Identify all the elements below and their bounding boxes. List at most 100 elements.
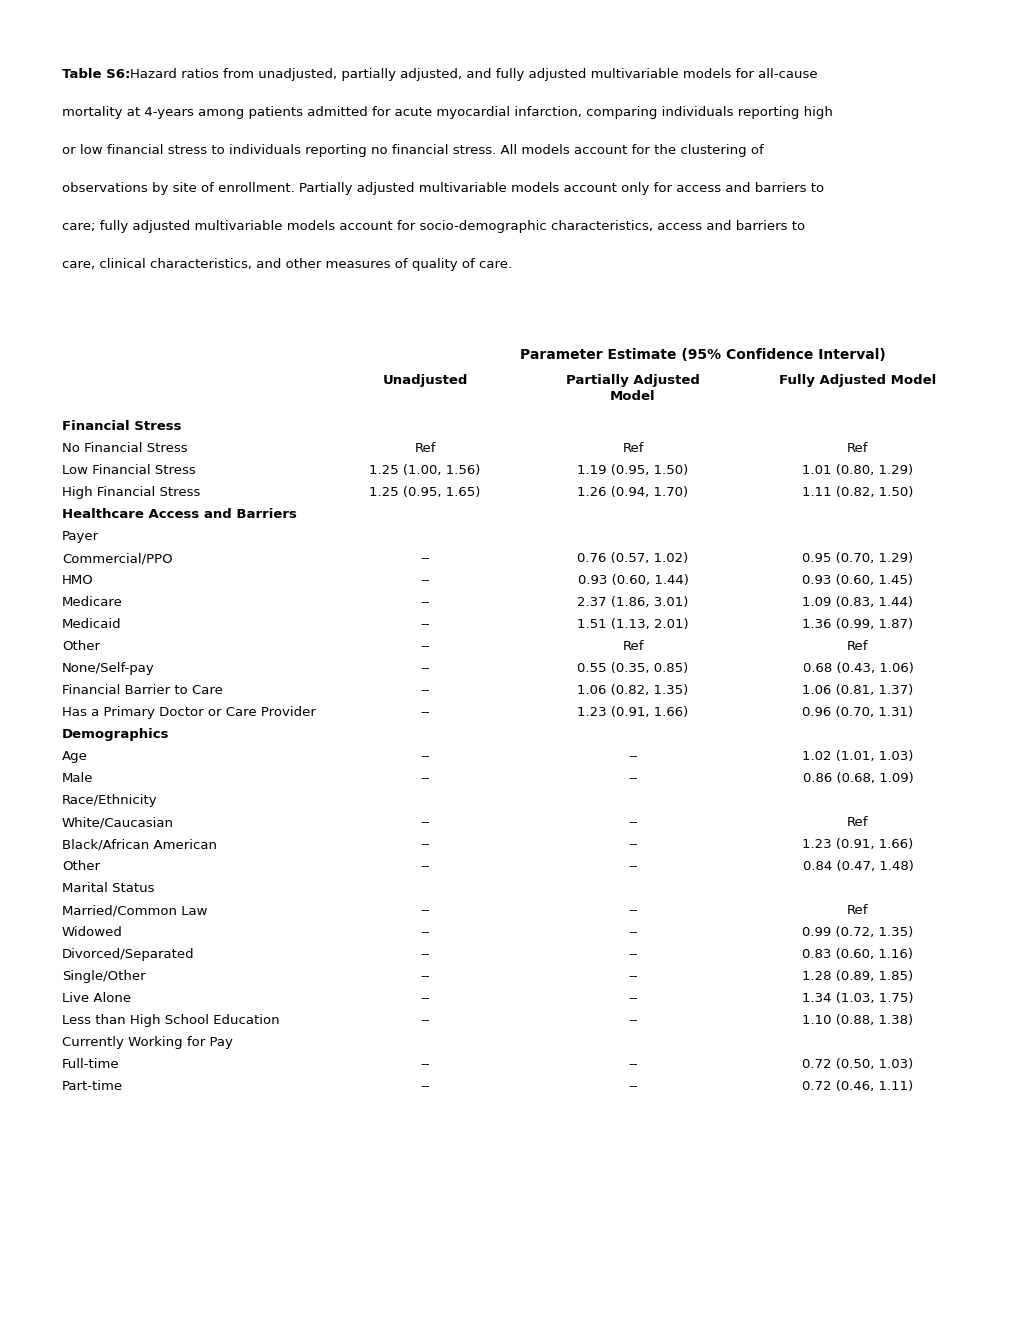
Text: --: -- <box>628 927 637 939</box>
Text: None/Self-pay: None/Self-pay <box>62 663 155 675</box>
Text: --: -- <box>420 640 429 653</box>
Text: 1.36 (0.99, 1.87): 1.36 (0.99, 1.87) <box>802 618 913 631</box>
Text: mortality at 4-years among patients admitted for acute myocardial infarction, co: mortality at 4-years among patients admi… <box>62 106 833 119</box>
Text: 0.84 (0.47, 1.48): 0.84 (0.47, 1.48) <box>802 861 913 873</box>
Text: Healthcare Access and Barriers: Healthcare Access and Barriers <box>62 508 297 521</box>
Text: Ref: Ref <box>622 442 643 455</box>
Text: --: -- <box>628 970 637 983</box>
Text: --: -- <box>420 838 429 851</box>
Text: Ref: Ref <box>622 640 643 653</box>
Text: --: -- <box>420 772 429 785</box>
Text: care; fully adjusted multivariable models account for socio-demographic characte: care; fully adjusted multivariable model… <box>62 220 804 234</box>
Text: Part-time: Part-time <box>62 1080 123 1093</box>
Text: Financial Stress: Financial Stress <box>62 420 181 433</box>
Text: Ref: Ref <box>847 442 868 455</box>
Text: --: -- <box>420 948 429 961</box>
Text: Marital Status: Marital Status <box>62 882 154 895</box>
Text: --: -- <box>420 993 429 1005</box>
Text: 0.96 (0.70, 1.31): 0.96 (0.70, 1.31) <box>802 706 913 719</box>
Text: --: -- <box>628 1014 637 1027</box>
Text: --: -- <box>628 772 637 785</box>
Text: Low Financial Stress: Low Financial Stress <box>62 465 196 477</box>
Text: Ref: Ref <box>414 442 435 455</box>
Text: --: -- <box>420 904 429 917</box>
Text: --: -- <box>628 838 637 851</box>
Text: 1.51 (1.13, 2.01): 1.51 (1.13, 2.01) <box>577 618 688 631</box>
Text: --: -- <box>628 816 637 829</box>
Text: --: -- <box>420 750 429 763</box>
Text: --: -- <box>628 1059 637 1071</box>
Text: HMO: HMO <box>62 574 94 587</box>
Text: --: -- <box>420 706 429 719</box>
Text: Demographics: Demographics <box>62 729 169 741</box>
Text: 1.25 (0.95, 1.65): 1.25 (0.95, 1.65) <box>369 486 480 499</box>
Text: 1.23 (0.91, 1.66): 1.23 (0.91, 1.66) <box>802 838 913 851</box>
Text: 0.72 (0.46, 1.11): 0.72 (0.46, 1.11) <box>802 1080 913 1093</box>
Text: --: -- <box>420 1059 429 1071</box>
Text: Single/Other: Single/Other <box>62 970 146 983</box>
Text: Hazard ratios from unadjusted, partially adjusted, and fully adjusted multivaria: Hazard ratios from unadjusted, partially… <box>129 69 817 81</box>
Text: or low financial stress to individuals reporting no financial stress. All models: or low financial stress to individuals r… <box>62 144 763 157</box>
Text: Table S6:: Table S6: <box>62 69 130 81</box>
Text: 1.09 (0.83, 1.44): 1.09 (0.83, 1.44) <box>802 597 913 609</box>
Text: 0.55 (0.35, 0.85): 0.55 (0.35, 0.85) <box>577 663 688 675</box>
Text: Full-time: Full-time <box>62 1059 119 1071</box>
Text: Ref: Ref <box>847 816 868 829</box>
Text: Ref: Ref <box>847 640 868 653</box>
Text: Less than High School Education: Less than High School Education <box>62 1014 279 1027</box>
Text: Has a Primary Doctor or Care Provider: Has a Primary Doctor or Care Provider <box>62 706 316 719</box>
Text: Other: Other <box>62 640 100 653</box>
Text: --: -- <box>628 993 637 1005</box>
Text: 0.93 (0.60, 1.45): 0.93 (0.60, 1.45) <box>802 574 913 587</box>
Text: Black/African American: Black/African American <box>62 838 217 851</box>
Text: --: -- <box>420 574 429 587</box>
Text: --: -- <box>420 970 429 983</box>
Text: Currently Working for Pay: Currently Working for Pay <box>62 1036 232 1049</box>
Text: Widowed: Widowed <box>62 927 122 939</box>
Text: Commercial/PPO: Commercial/PPO <box>62 552 172 565</box>
Text: Race/Ethnicity: Race/Ethnicity <box>62 795 158 807</box>
Text: 1.26 (0.94, 1.70): 1.26 (0.94, 1.70) <box>577 486 688 499</box>
Text: 1.06 (0.81, 1.37): 1.06 (0.81, 1.37) <box>802 684 913 697</box>
Text: 1.10 (0.88, 1.38): 1.10 (0.88, 1.38) <box>802 1014 913 1027</box>
Text: 1.25 (1.00, 1.56): 1.25 (1.00, 1.56) <box>369 465 480 477</box>
Text: Male: Male <box>62 772 94 785</box>
Text: 2.37 (1.86, 3.01): 2.37 (1.86, 3.01) <box>577 597 688 609</box>
Text: Partially Adjusted
Model: Partially Adjusted Model <box>566 374 699 403</box>
Text: Financial Barrier to Care: Financial Barrier to Care <box>62 684 223 697</box>
Text: Parameter Estimate (95% Confidence Interval): Parameter Estimate (95% Confidence Inter… <box>519 348 884 362</box>
Text: 1.01 (0.80, 1.29): 1.01 (0.80, 1.29) <box>802 465 913 477</box>
Text: --: -- <box>420 684 429 697</box>
Text: Unadjusted: Unadjusted <box>382 374 468 387</box>
Text: 1.23 (0.91, 1.66): 1.23 (0.91, 1.66) <box>577 706 688 719</box>
Text: Medicaid: Medicaid <box>62 618 121 631</box>
Text: 0.95 (0.70, 1.29): 0.95 (0.70, 1.29) <box>802 552 913 565</box>
Text: observations by site of enrollment. Partially adjusted multivariable models acco: observations by site of enrollment. Part… <box>62 182 823 195</box>
Text: Ref: Ref <box>847 904 868 917</box>
Text: Divorced/Separated: Divorced/Separated <box>62 948 195 961</box>
Text: Age: Age <box>62 750 88 763</box>
Text: --: -- <box>628 750 637 763</box>
Text: care, clinical characteristics, and other measures of quality of care.: care, clinical characteristics, and othe… <box>62 257 512 271</box>
Text: 0.93 (0.60, 1.44): 0.93 (0.60, 1.44) <box>577 574 688 587</box>
Text: 0.86 (0.68, 1.09): 0.86 (0.68, 1.09) <box>802 772 912 785</box>
Text: --: -- <box>420 861 429 873</box>
Text: --: -- <box>628 948 637 961</box>
Text: 0.76 (0.57, 1.02): 0.76 (0.57, 1.02) <box>577 552 688 565</box>
Text: 1.11 (0.82, 1.50): 1.11 (0.82, 1.50) <box>802 486 913 499</box>
Text: --: -- <box>420 597 429 609</box>
Text: --: -- <box>628 861 637 873</box>
Text: 1.19 (0.95, 1.50): 1.19 (0.95, 1.50) <box>577 465 688 477</box>
Text: Other: Other <box>62 861 100 873</box>
Text: 0.99 (0.72, 1.35): 0.99 (0.72, 1.35) <box>802 927 913 939</box>
Text: 0.68 (0.43, 1.06): 0.68 (0.43, 1.06) <box>802 663 913 675</box>
Text: Live Alone: Live Alone <box>62 993 131 1005</box>
Text: --: -- <box>420 618 429 631</box>
Text: 1.02 (1.01, 1.03): 1.02 (1.01, 1.03) <box>802 750 913 763</box>
Text: 1.34 (1.03, 1.75): 1.34 (1.03, 1.75) <box>802 993 913 1005</box>
Text: Fully Adjusted Model: Fully Adjusted Model <box>779 374 935 387</box>
Text: --: -- <box>420 1014 429 1027</box>
Text: Medicare: Medicare <box>62 597 122 609</box>
Text: No Financial Stress: No Financial Stress <box>62 442 187 455</box>
Text: 1.28 (0.89, 1.85): 1.28 (0.89, 1.85) <box>802 970 913 983</box>
